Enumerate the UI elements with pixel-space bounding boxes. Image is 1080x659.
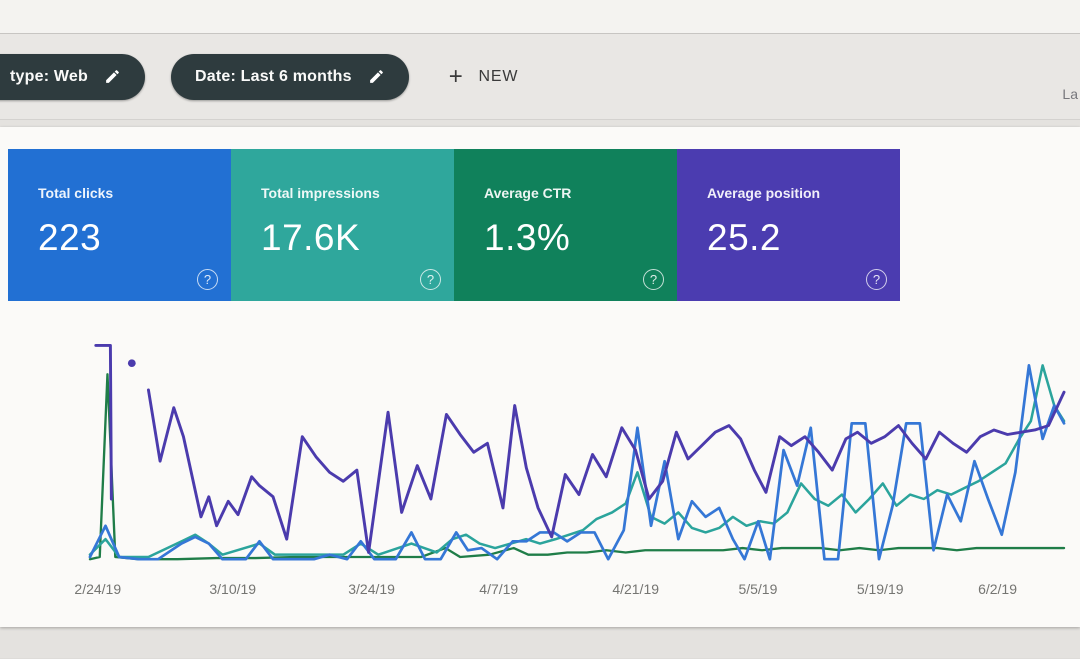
new-filter-button[interactable]: + NEW [448, 62, 519, 90]
filter-chip-search-type[interactable]: type: Web [0, 53, 145, 100]
x-axis-tick-label: 3/24/19 [348, 581, 395, 597]
performance-chart: 2/24/19 3/10/19 3/24/19 4/7/19 4/21/19 5/5/19… [0, 331, 1080, 607]
new-filter-label: NEW [478, 67, 519, 85]
purple-point [127, 359, 136, 367]
edit-pencil-icon [106, 70, 119, 83]
metric-label: Total impressions [261, 185, 380, 201]
metric-card-total-clicks[interactable]: Total clicks 223 ? [8, 149, 231, 301]
truncated-last-updated-text: La [1062, 86, 1078, 102]
metric-value: 223 [38, 217, 102, 258]
chart-plot-area[interactable] [88, 331, 1066, 571]
teal-line [88, 364, 1066, 559]
purple-line [146, 388, 1066, 554]
x-axis-tick-label: 6/2/19 [978, 581, 1017, 597]
metric-cards-row: Total clicks 223 ? Total impressions 17.… [8, 127, 900, 301]
green-line [88, 373, 1066, 561]
metric-card-average-position[interactable]: Average position 25.2 ? [677, 149, 900, 301]
filter-bar: type: Web Date: Last 6 months + NEW La [0, 34, 1080, 120]
filter-chip-label: type: Web [10, 67, 88, 85]
x-axis-tick-label: 5/19/19 [856, 581, 904, 597]
metric-label: Average CTR [484, 185, 572, 201]
metric-value: 25.2 [707, 217, 782, 258]
help-icon[interactable]: ? [643, 269, 664, 290]
metric-label: Average position [707, 185, 821, 201]
line-chart-svg [88, 343, 1066, 561]
purple-line [94, 343, 113, 501]
filter-chip-label: Date: Last 6 months [194, 67, 352, 85]
metric-card-total-impressions[interactable]: Total impressions 17.6K ? [231, 149, 454, 301]
metric-card-average-ctr[interactable]: Average CTR 1.3% ? [454, 149, 677, 301]
metric-value: 1.3% [484, 217, 571, 258]
x-axis-tick-label: 2/24/19 [74, 581, 122, 597]
x-axis-tick-label: 4/21/19 [612, 581, 660, 597]
x-axis-tick-label: 5/5/19 [738, 581, 778, 597]
x-axis-labels: 2/24/19 3/10/19 3/24/19 4/7/19 4/21/19 5/5/19… [74, 581, 1066, 607]
plus-icon: + [448, 62, 464, 90]
edit-pencil-icon [369, 70, 383, 83]
x-axis-tick-label: 3/10/19 [209, 581, 257, 597]
help-icon[interactable]: ? [866, 269, 887, 290]
help-icon[interactable]: ? [197, 269, 218, 290]
metric-value: 17.6K [261, 217, 361, 258]
metric-label: Total clicks [38, 185, 114, 201]
x-axis-tick-label: 4/7/19 [479, 581, 519, 597]
help-icon[interactable]: ? [420, 269, 441, 290]
top-bar [0, 0, 1080, 34]
filter-chip-date[interactable]: Date: Last 6 months [170, 53, 409, 100]
main-content: Total clicks 223 ? Total impressions 17.… [0, 120, 1080, 658]
blue-line [88, 364, 1066, 561]
performance-panel: Total clicks 223 ? Total impressions 17.… [0, 127, 1080, 627]
